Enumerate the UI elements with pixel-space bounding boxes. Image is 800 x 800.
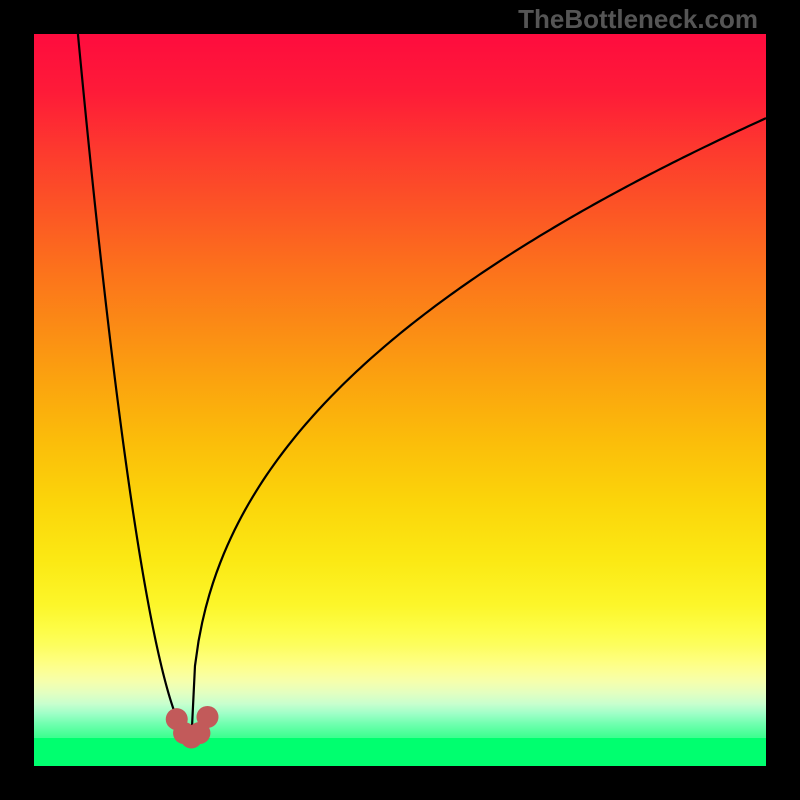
bottleneck-curve xyxy=(34,34,766,766)
watermark-text: TheBottleneck.com xyxy=(518,4,758,35)
dip-marker xyxy=(196,706,218,728)
chart-plot-area xyxy=(34,34,766,766)
bottleneck-curve-path xyxy=(78,34,766,740)
